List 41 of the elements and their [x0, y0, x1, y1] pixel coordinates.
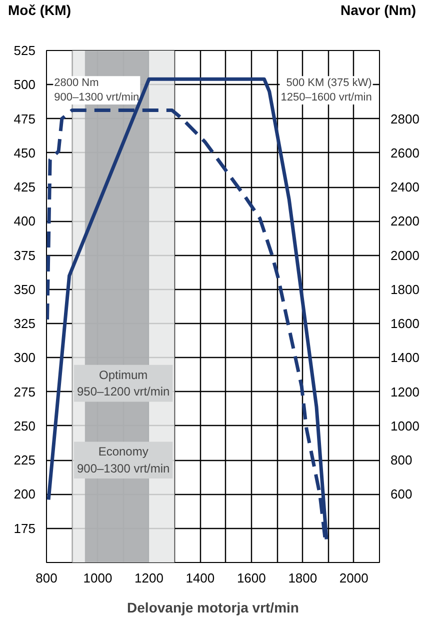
y-axis-title: Moč (KM)	[8, 1, 71, 20]
y-tick-label: 175	[14, 520, 36, 536]
band-label: Optimum 950–1200 vrt/min	[76, 368, 170, 399]
x-tick-label: 1200	[134, 570, 164, 586]
y2-tick-label: 1200	[390, 384, 420, 400]
y-tick-label: 300	[14, 350, 36, 366]
y-tick-label: 200	[14, 486, 36, 502]
y2-tick-label: 1000	[390, 418, 420, 434]
x-tick-label: 1400	[186, 570, 215, 586]
y-tick-label: 425	[14, 180, 36, 195]
y-tick-label: 400	[14, 214, 36, 229]
x-tick-label: 1800	[288, 570, 318, 586]
y-tick-label: 475	[14, 111, 36, 126]
y-tick-label: 225	[14, 452, 36, 468]
y-tick-label: 375	[14, 248, 36, 263]
y-tick-label: 325	[14, 316, 36, 332]
annotation: 2800 Nm 900–1300 vrt/min	[54, 77, 140, 104]
band-label: Economy 900–1300 vrt/min	[76, 444, 170, 476]
y2-tick-label: 1800	[390, 282, 420, 297]
annotation: 500 KM (375 kW) 1250–1600 vrt/min	[280, 77, 372, 104]
y2-tick-label: 2400	[390, 180, 420, 195]
y-tick-label: 275	[14, 384, 36, 400]
y-tick-label: 450	[14, 145, 36, 160]
y2-axis-title: Navor (Nm)	[340, 1, 416, 20]
x-axis-title: Delovanje motorja vrt/min	[127, 600, 299, 616]
y2-tick-label: 1600	[390, 316, 420, 332]
x-tick-label: 800	[36, 570, 58, 586]
x-tick-label: 2000	[339, 570, 368, 586]
y2-tick-label: 1400	[390, 350, 420, 366]
y-tick-label: 350	[14, 282, 36, 297]
y2-tick-label: 2000	[390, 248, 420, 263]
y2-tick-label: 2200	[390, 214, 420, 229]
y2-tick-label: 2600	[390, 145, 420, 160]
y-tick-label: 250	[14, 418, 36, 434]
y2-tick-label: 2800	[390, 111, 420, 126]
y2-tick-label: 800	[390, 452, 412, 468]
x-tick-label: 1000	[83, 570, 112, 586]
x-tick-label: 1600	[236, 570, 266, 586]
y-tick-label: 500	[14, 77, 36, 92]
y2-tick-label: 600	[390, 486, 412, 502]
y-tick-label: 525	[14, 43, 36, 58]
